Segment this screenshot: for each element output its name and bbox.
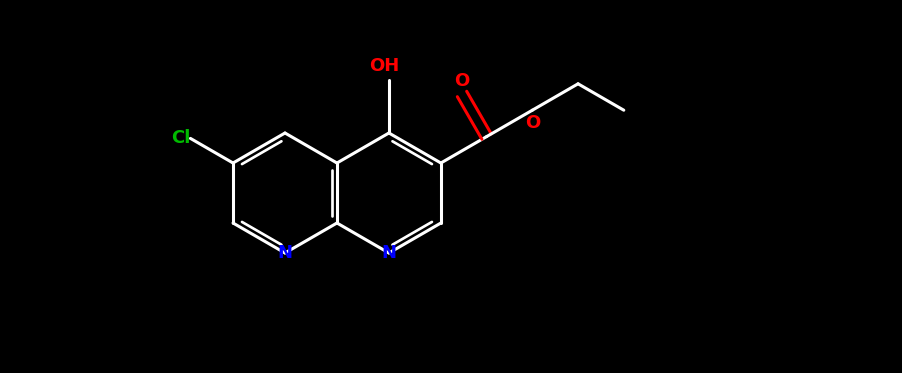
Text: N: N — [278, 244, 292, 262]
Text: Cl: Cl — [171, 129, 190, 147]
Text: OH: OH — [369, 57, 399, 75]
Text: N: N — [382, 244, 396, 262]
Text: O: O — [455, 72, 470, 90]
Text: O: O — [525, 114, 540, 132]
